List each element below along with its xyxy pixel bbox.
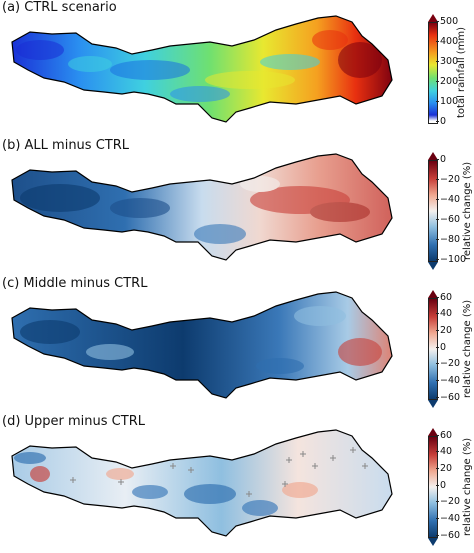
panel-d-tick: 40 — [435, 446, 453, 457]
panel-b-colorbar — [428, 160, 438, 262]
panel-c-colorbar — [428, 298, 438, 400]
panel-d-tick: 0 — [435, 480, 447, 491]
panel-d-colorbar — [428, 436, 438, 538]
panel-b-tick: −60 — [435, 214, 461, 225]
panel-c-colorbar-arrow-bottom — [428, 400, 438, 408]
panel-c-tick: 20 — [435, 325, 453, 336]
panel-b-colorbar-arrow-bottom — [428, 262, 438, 270]
panel-b-tick: −100 — [435, 254, 467, 265]
panel-c-title: (c) Middle minus CTRL — [2, 276, 148, 291]
panel-b-title: (b) ALL minus CTRL — [2, 138, 129, 153]
panel-b: (b) ALL minus CTRL 0 −20 −40 − — [0, 138, 474, 276]
panel-d-colorbar-label: relative change (%) — [462, 437, 473, 536]
panel-b-colorbar-label: relative change (%) — [462, 161, 473, 260]
panel-a-tick: 500 — [435, 16, 459, 27]
panel-a-tick: 100 — [435, 96, 459, 107]
panel-a-tick: 200 — [435, 76, 459, 87]
panel-d-map — [11, 429, 393, 537]
panel-b-colorbar-arrow-top — [428, 152, 438, 160]
panel-a: (a) CTRL scenario — [0, 0, 474, 138]
panel-d-tick: −60 — [435, 530, 461, 541]
panel-a-colorbar-arrow — [428, 14, 438, 22]
panel-c-tick: −20 — [435, 358, 461, 369]
panel-b-tick: −20 — [435, 174, 461, 185]
panel-d-colorbar-arrow-bottom — [428, 538, 438, 546]
panel-c-colorbar-arrow-top — [428, 290, 438, 298]
panel-d-tick: −20 — [435, 496, 461, 507]
panel-c-tick: 40 — [435, 308, 453, 319]
panel-c: (c) Middle minus CTRL 60 40 20 0 −20 −40 — [0, 276, 474, 414]
panel-d-title: (d) Upper minus CTRL — [2, 414, 145, 429]
panel-d: (d) Upper minus CTRL — [0, 414, 474, 552]
panel-a-colorbar — [428, 22, 438, 124]
panel-a-tick: 400 — [435, 36, 459, 47]
panel-b-tick: −80 — [435, 234, 461, 245]
panel-d-colorbar-arrow-top — [428, 428, 438, 436]
panel-c-tick: 60 — [435, 292, 453, 303]
panel-c-tick: −40 — [435, 375, 461, 386]
significance-markers — [70, 447, 368, 497]
panel-a-title: (a) CTRL scenario — [2, 0, 117, 15]
panel-a-tick: 0 — [435, 116, 447, 127]
panel-a-tick: 300 — [435, 56, 459, 67]
panel-a-map — [11, 15, 393, 123]
panel-a-colorbar-label: total rainfall (mm) — [456, 26, 467, 118]
panel-d-tick: −40 — [435, 513, 461, 524]
panel-b-map — [11, 153, 393, 261]
panel-d-tick: 60 — [435, 430, 453, 441]
panel-b-tick: −40 — [435, 194, 461, 205]
panel-c-colorbar-label: relative change (%) — [462, 299, 473, 398]
panel-b-tick: 0 — [435, 154, 447, 165]
panel-c-tick: 0 — [435, 342, 447, 353]
panel-d-tick: 20 — [435, 463, 453, 474]
panel-c-map — [11, 291, 393, 399]
panel-c-tick: −60 — [435, 392, 461, 403]
